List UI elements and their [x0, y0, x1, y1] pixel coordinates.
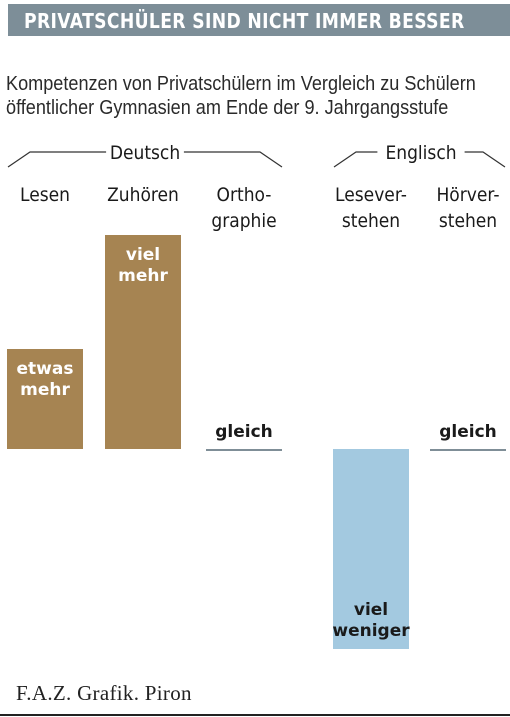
data-label: weniger — [332, 621, 410, 641]
data-label: mehr — [118, 266, 168, 286]
category-label: stehen — [342, 210, 400, 232]
header-bar: PRIVATSCHÜLER SIND NICHT IMMER BESSER — [8, 4, 510, 36]
group-bracket-right — [464, 151, 506, 168]
category-label: Ortho- — [217, 184, 272, 206]
bottom-rule — [0, 714, 510, 716]
group-bracket-right — [183, 151, 283, 168]
subtitle-line-2: öffentlicher Gymnasien am Ende der 9. Ja… — [6, 97, 449, 119]
bar — [105, 235, 181, 449]
group-bracket-left — [7, 151, 107, 168]
category-label: Lesever- — [335, 184, 407, 206]
group-bracket-left — [333, 151, 378, 168]
header-title: PRIVATSCHÜLER SIND NICHT IMMER BESSER — [24, 9, 465, 33]
category-label: Lesen — [20, 184, 70, 206]
source-credit: F.A.Z. Grafik. Piron — [16, 681, 192, 705]
bar — [7, 349, 83, 449]
category-label: stehen — [439, 210, 497, 232]
category-label: Zuhören — [107, 184, 179, 206]
category-label: graphie — [211, 210, 276, 232]
subtitle-line-1: Kompetenzen von Privatschülern im Vergle… — [6, 73, 476, 95]
data-label: gleich — [439, 422, 497, 442]
group-label: Deutsch — [110, 142, 180, 164]
bar — [430, 449, 506, 451]
data-label: etwas — [17, 359, 74, 379]
data-label: viel — [354, 600, 388, 620]
category-label: Hörver- — [436, 184, 499, 206]
group-label: Englisch — [385, 142, 456, 164]
data-label: viel — [126, 245, 160, 265]
chart: Deutsch Englisch Lesen Zuhören Ortho-graphie… — [7, 142, 506, 649]
bar — [206, 449, 282, 451]
chart-subtitle: Kompetenzen von Privatschülern im Vergle… — [6, 72, 477, 120]
bar — [333, 449, 409, 649]
data-label: mehr — [20, 380, 70, 400]
data-label: gleich — [215, 422, 273, 442]
